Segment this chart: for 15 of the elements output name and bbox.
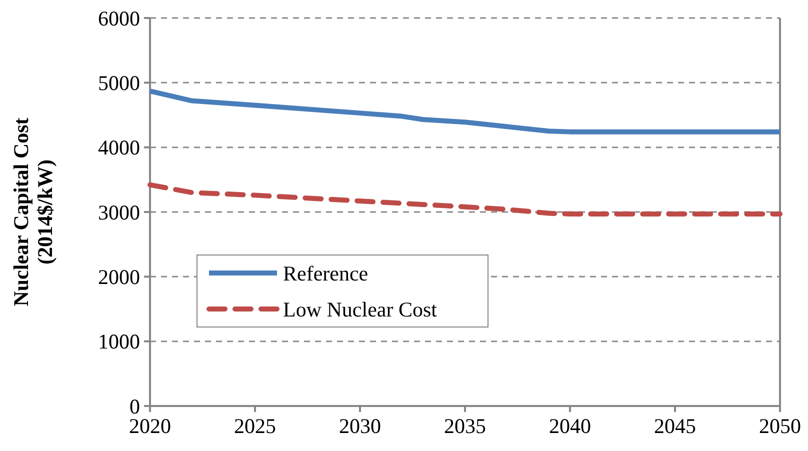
y-tick-label: 5000 bbox=[98, 71, 140, 96]
x-tick-label: 2050 bbox=[759, 414, 801, 438]
legend-label: Low Nuclear Cost bbox=[283, 297, 438, 322]
y-tick-label: 6000 bbox=[98, 6, 140, 30]
x-tick-label: 2030 bbox=[339, 414, 381, 438]
y-tick-label: 3000 bbox=[98, 200, 140, 224]
x-tick-label: 2045 bbox=[654, 414, 696, 438]
x-tick-label: 2025 bbox=[234, 414, 276, 438]
legend-label: Reference bbox=[283, 261, 368, 286]
x-tick-label: 2035 bbox=[444, 414, 486, 438]
y-axis-title: Nuclear Capital Cost (2014$/kW) bbox=[9, 118, 58, 306]
x-tick-label: 2040 bbox=[549, 414, 591, 438]
y-tick-label: 4000 bbox=[98, 136, 140, 160]
y-tick-label: 1000 bbox=[98, 330, 140, 354]
y-tick-label: 2000 bbox=[98, 265, 140, 290]
